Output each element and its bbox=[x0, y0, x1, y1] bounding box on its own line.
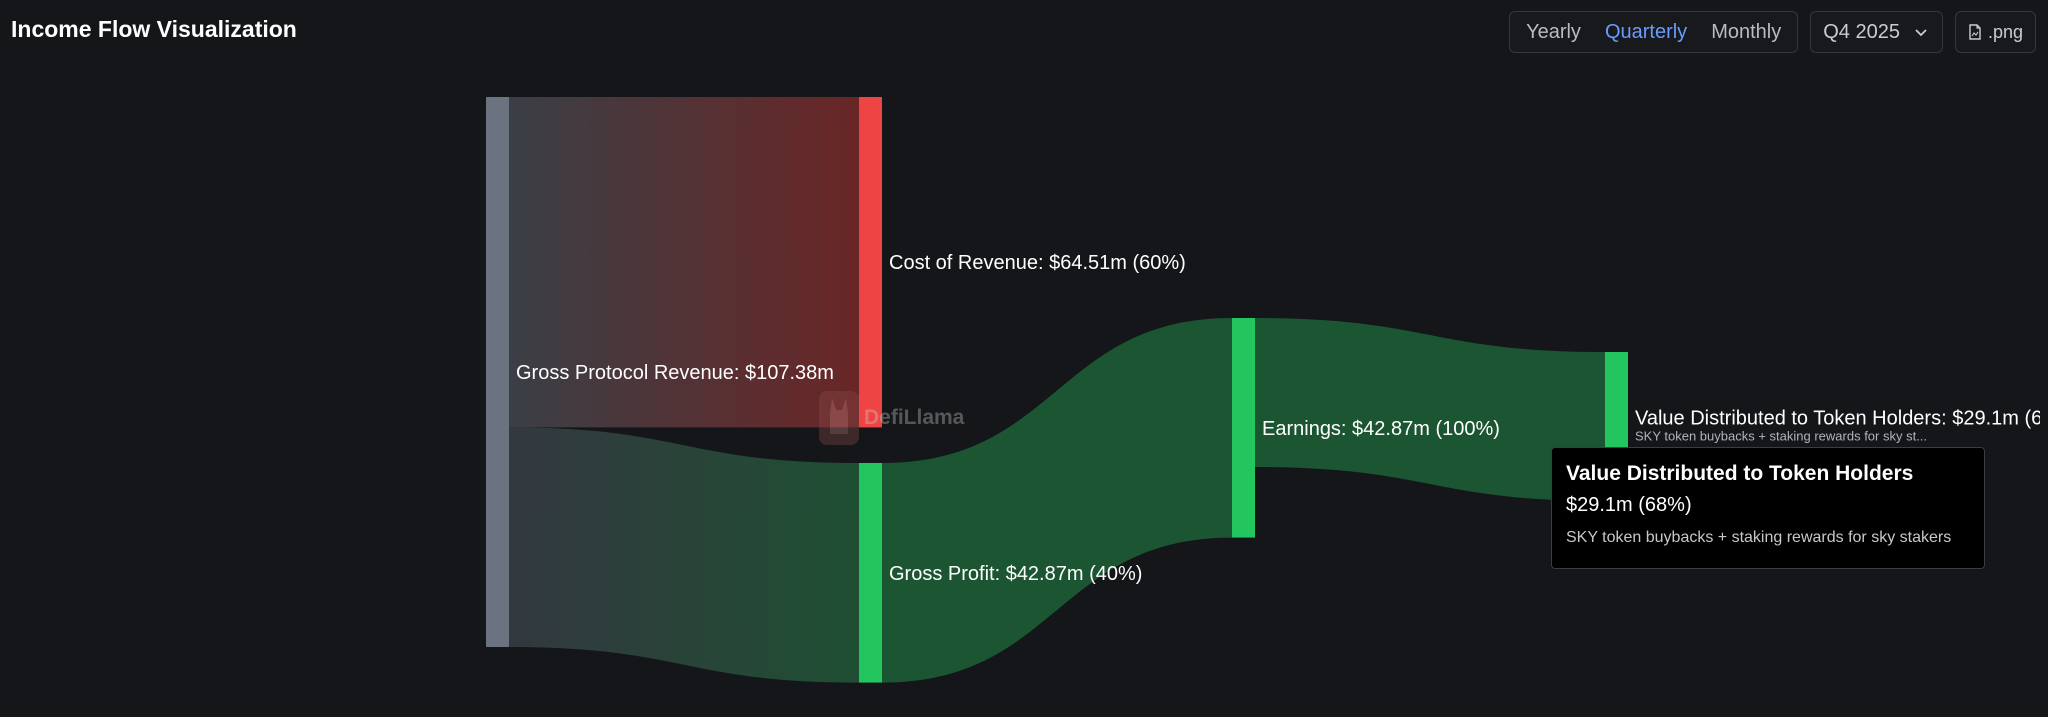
export-png-label: .png bbox=[1987, 21, 2023, 42]
chevron-down-icon bbox=[1915, 29, 1927, 37]
node-sublabel-holders: SKY token buybacks + staking rewards for… bbox=[1635, 429, 1927, 444]
export-png-button[interactable]: .png bbox=[1954, 11, 2036, 53]
llama-logo-icon bbox=[819, 391, 859, 445]
watermark-text: DefiLlama bbox=[864, 406, 965, 429]
period-select[interactable]: Q4 2025 bbox=[1810, 11, 1943, 53]
node-label-gross-profit: Gross Profit: $42.87m (40%) bbox=[889, 563, 1142, 585]
period-select-value: Q4 2025 bbox=[1823, 20, 1900, 43]
node-earnings[interactable] bbox=[1232, 318, 1255, 538]
period-toggle: Yearly Quarterly Monthly bbox=[1509, 11, 1799, 53]
tooltip-title: Value Distributed to Token Holders bbox=[1566, 462, 1914, 485]
link-earnings-to-holders[interactable] bbox=[1255, 318, 1605, 502]
period-yearly-button[interactable]: Yearly bbox=[1526, 20, 1581, 43]
period-quarterly-button[interactable]: Quarterly bbox=[1604, 20, 1688, 43]
period-monthly-button[interactable]: Monthly bbox=[1711, 20, 1782, 43]
tooltip-description: SKY token buybacks + staking rewards for… bbox=[1566, 529, 1952, 546]
node-gross-profit[interactable] bbox=[859, 463, 882, 683]
node-cost[interactable] bbox=[859, 97, 882, 428]
node-label-holders: Value Distributed to Token Holders: $29.… bbox=[1635, 408, 2048, 430]
link-revenue-to-gross_profit[interactable] bbox=[509, 427, 859, 683]
node-label-cost: Cost of Revenue: $64.51m (60%) bbox=[889, 252, 1186, 274]
file-image-icon bbox=[1969, 24, 1981, 40]
node-tooltip: Value Distributed to Token Holders $29.1… bbox=[1551, 447, 1985, 569]
link-revenue-to-cost[interactable] bbox=[509, 97, 859, 428]
chart-controls: Yearly Quarterly Monthly Q4 2025 .png bbox=[1509, 11, 2036, 53]
node-revenue[interactable] bbox=[486, 97, 509, 647]
node-label-revenue: Gross Protocol Revenue: $107.38m bbox=[516, 362, 834, 384]
tooltip-value: $29.1m (68%) bbox=[1566, 494, 1692, 516]
node-label-earnings: Earnings: $42.87m (100%) bbox=[1262, 418, 1500, 440]
defillama-watermark: DefiLlama bbox=[818, 390, 964, 446]
link-gross_profit-to-earnings[interactable] bbox=[882, 318, 1232, 683]
page-title: Income Flow Visualization bbox=[11, 16, 297, 42]
